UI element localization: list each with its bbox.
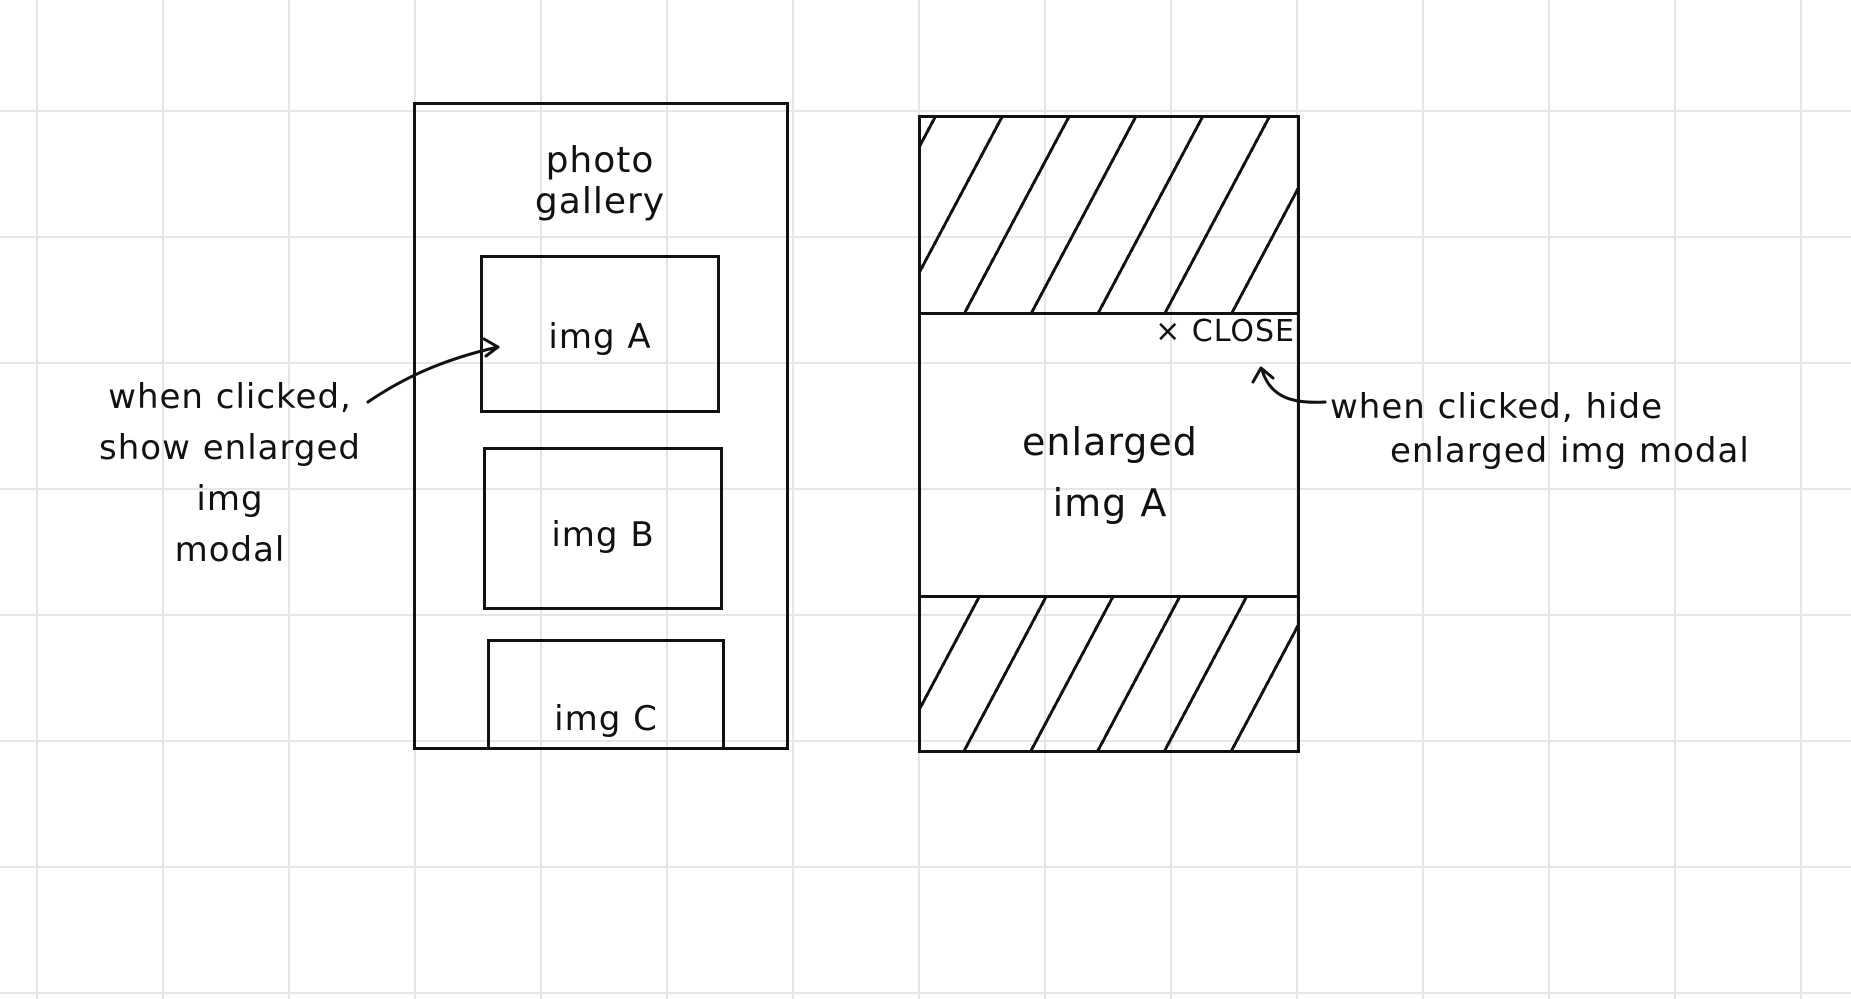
gallery-image-c-label: img C [554,699,658,739]
gallery-image-b[interactable]: img B [483,447,723,610]
modal-top-divider [918,312,1300,315]
right-annotation-line1: when clicked, hide [1330,387,1663,427]
gallery-image-a[interactable]: img A [480,255,720,413]
left-annotation-line4: modal [174,530,286,570]
modal-top-hatch [921,118,1297,313]
left-annotation-line2: show enlarged [99,428,361,468]
gallery-title-line2: gallery [534,181,666,223]
gallery-image-a-label: img A [548,317,652,357]
gallery-title-line1: photo [545,140,655,181]
modal-bottom-divider [918,595,1300,598]
enlarged-image-line1: enlarged [1022,420,1198,464]
modal-frame [918,115,1300,753]
left-annotation-line1: when clicked, [108,377,352,417]
modal-bottom-hatch [921,598,1297,750]
gallery-frame [413,102,789,750]
right-annotation-line2: enlarged img modal [1390,431,1750,472]
enlarged-image-line2: img A [1052,480,1168,525]
gallery-image-c[interactable]: img C [487,639,725,750]
enlarged-image-label: enlarged img A [960,412,1260,534]
gallery-title: photo gallery [480,140,720,223]
left-annotation-line3: img [196,479,264,519]
gallery-image-b-label: img B [551,515,655,555]
close-button[interactable]: × CLOSE [1155,314,1295,349]
right-annotation: when clicked, hide enlarged img modal [1330,385,1780,473]
left-annotation: when clicked, show enlarged img modal [70,372,390,576]
